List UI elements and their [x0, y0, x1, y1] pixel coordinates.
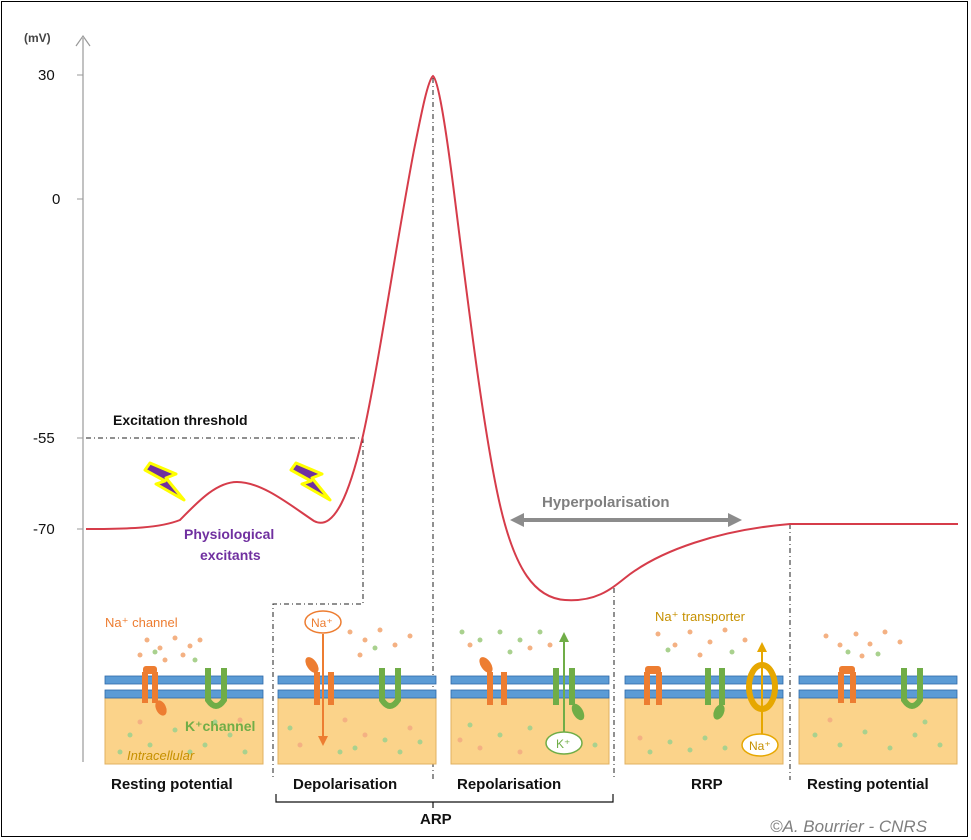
y-axis-unit: (mV) [24, 31, 51, 45]
guide-lines [86, 78, 791, 780]
phase-label-resting-1: Resting potential [111, 776, 233, 793]
arp-bracket [275, 794, 614, 808]
tick-label-30: 30 [38, 67, 55, 84]
hyperpolarisation-label: Hyperpolarisation [542, 494, 670, 511]
physiological-excitants-label-line1: Physiological [184, 526, 274, 542]
phase-label-repolarisation: Repolarisation [457, 776, 561, 793]
credit-label: ©A. Bourrier - CNRS [770, 817, 928, 836]
membrane-panel-depolarisation [277, 610, 437, 765]
arp-label: ARP [420, 811, 452, 828]
na-ion-label-transporter: Na⁺ [749, 739, 771, 753]
k-ion-label-out: K⁺ [556, 737, 570, 751]
excitation-threshold-label: Excitation threshold [113, 412, 248, 428]
phase-label-rrp: RRP [691, 776, 723, 793]
na-transporter-label: Na⁺ transporter [655, 609, 746, 624]
membrane-panel-resting-2 [798, 629, 958, 765]
tick-label-minus-55: -55 [33, 430, 55, 447]
membrane-panel-repolarisation [450, 629, 610, 765]
na-ion-label-in: Na⁺ [311, 616, 333, 630]
y-axis: (mV) 30 0 -55 -70 [24, 31, 91, 762]
tick-label-minus-70: -70 [33, 521, 55, 538]
physiological-excitants-label-line2: excitants [200, 547, 261, 563]
hyperpolarisation-arrow [510, 513, 742, 527]
phase-label-resting-2: Resting potential [807, 776, 929, 793]
intracellular-label: Intracellular [127, 748, 195, 763]
action-potential-curve [85, 74, 958, 602]
phase-label-depolarisation: Depolarisation [293, 776, 397, 793]
tick-label-0: 0 [52, 191, 60, 208]
na-channel-label: Na⁺ channel [105, 615, 178, 630]
membrane-panel-rrp [624, 627, 784, 765]
lightning-bolt-left-icon [143, 461, 186, 502]
lightning-bolt-right-icon [289, 461, 332, 502]
membrane-panel-resting-1 [104, 635, 264, 765]
k-channel-label: K⁺channel [185, 718, 255, 734]
